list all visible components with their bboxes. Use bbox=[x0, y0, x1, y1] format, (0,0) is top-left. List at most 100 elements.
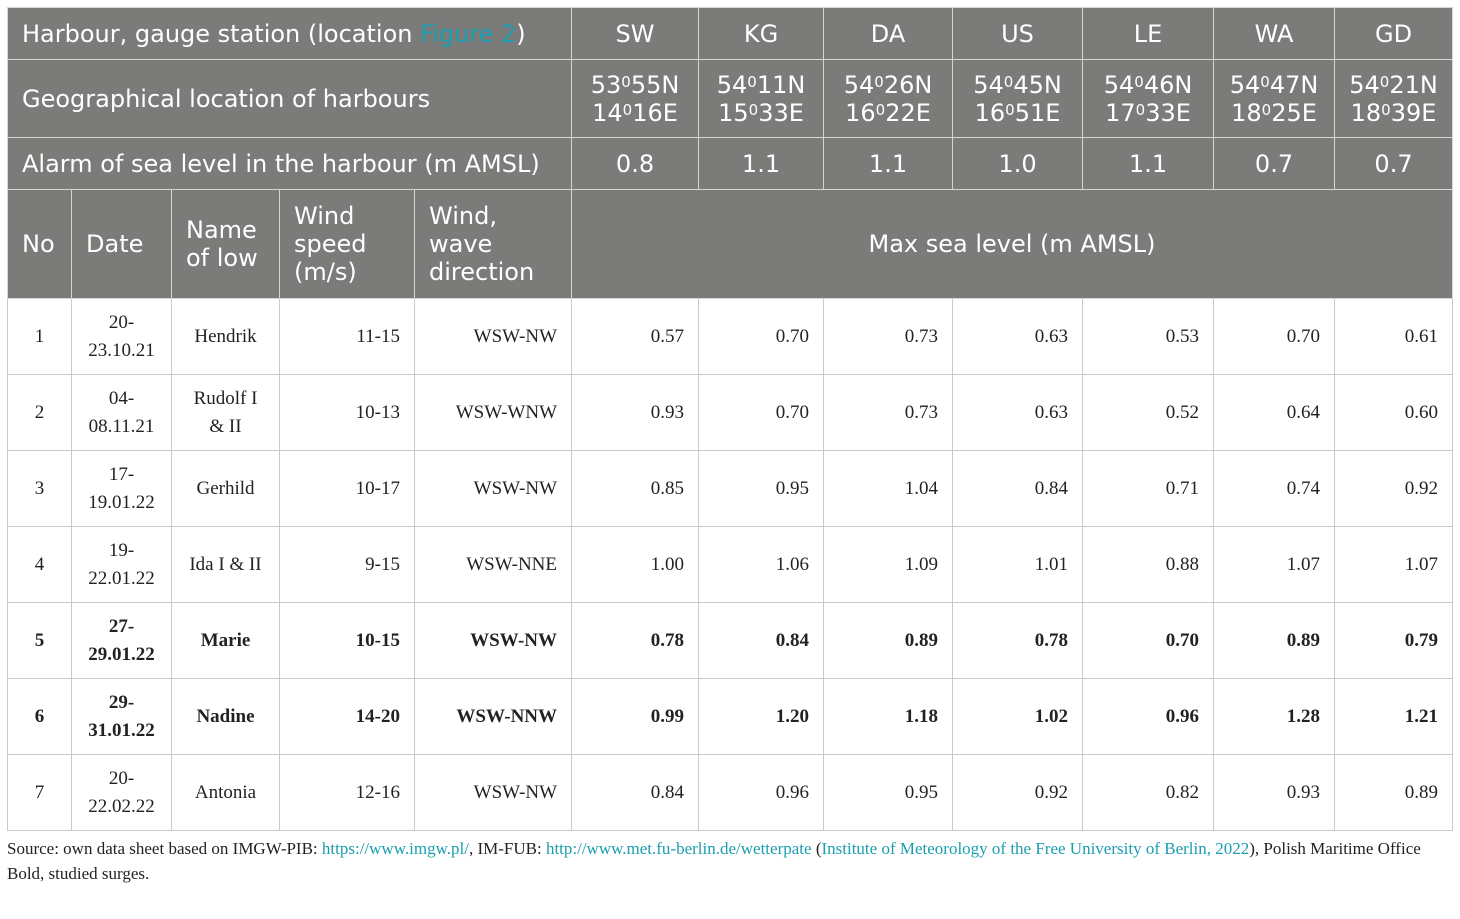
location-lat-b: 11N bbox=[756, 70, 806, 99]
station-sw: SW bbox=[571, 7, 700, 60]
degree-mark: 0 bbox=[748, 100, 759, 119]
row-level-sw: 1.00 bbox=[571, 526, 700, 603]
row-level-gd: 1.21 bbox=[1334, 678, 1454, 755]
row-wind-speed: 12-16 bbox=[279, 754, 415, 831]
degree-mark: 0 bbox=[747, 72, 757, 91]
row-level-da: 0.95 bbox=[823, 754, 954, 831]
table-row: 5 27-29.01.22 Marie 10-15 WSW-NW 0.78 0.84 0.89… bbox=[7, 602, 1454, 679]
table-row: 6 29-31.01.22 Nadine 14-20 WSW-NNW 0.99 1.20 1.… bbox=[7, 678, 1454, 755]
row-level-us: 0.63 bbox=[952, 374, 1084, 451]
row-level-sw: 0.57 bbox=[571, 298, 700, 375]
row-level-wa: 0.64 bbox=[1213, 374, 1336, 451]
location-lon-b: 22E bbox=[885, 98, 931, 127]
location-lat-a: 54 bbox=[1103, 70, 1135, 99]
location-lat-b: 47N bbox=[1269, 70, 1319, 99]
row-level-le: 0.52 bbox=[1082, 374, 1215, 451]
alarm-wa: 0.7 bbox=[1213, 137, 1336, 190]
location-lon-a: 18 bbox=[1350, 98, 1382, 127]
degree-mark: 0 bbox=[1381, 100, 1391, 119]
row-wind-speed: 9-15 bbox=[279, 526, 415, 603]
row-level-sw: 0.93 bbox=[571, 374, 700, 451]
row-level-da: 0.73 bbox=[823, 374, 954, 451]
citation-link[interactable]: Institute of Meteorology of the Free Uni… bbox=[821, 839, 1250, 858]
row-level-wa: 0.93 bbox=[1213, 754, 1336, 831]
location-lon-b: 39E bbox=[1390, 98, 1437, 127]
row-level-da: 1.09 bbox=[823, 526, 954, 603]
row-level-le: 0.53 bbox=[1082, 298, 1215, 375]
station-label-suffix: ) bbox=[516, 19, 526, 48]
location-lat-b: 26N bbox=[883, 70, 933, 99]
row-low-name: Antonia bbox=[171, 754, 280, 831]
col-date-header: Date bbox=[71, 189, 172, 299]
imgw-link[interactable]: https://www.imgw.pl/ bbox=[321, 839, 469, 858]
degree-mark: 0 bbox=[1379, 72, 1390, 91]
fub-link[interactable]: http://www.met.fu-berlin.de/wetterpate bbox=[545, 839, 812, 858]
station-da: DA bbox=[823, 7, 954, 60]
figure-link[interactable]: Figure 2 bbox=[420, 19, 517, 48]
table-header: Harbour, gauge station (location Figure … bbox=[6, 7, 1454, 299]
row-number: 5 bbox=[7, 602, 72, 679]
row-number: 3 bbox=[7, 450, 72, 527]
table-body: 1 20-23.10.21 Hendrik 11-15 WSW-NW 0.57 0.70 0.… bbox=[7, 298, 1454, 831]
location-lat-b: 55N bbox=[630, 70, 680, 99]
location-lat-a: 54 bbox=[1229, 70, 1261, 99]
col-speed-header: Wind speed (m/s) bbox=[279, 189, 415, 299]
row-wind-direction: WSW-NW bbox=[413, 298, 573, 375]
row-level-us: 0.84 bbox=[952, 450, 1084, 527]
degree-mark: 0 bbox=[875, 100, 886, 119]
source-prefix: Source: own data sheet based on IMGW-PIB… bbox=[7, 839, 322, 858]
location-kg: 54011N 15033E bbox=[698, 59, 825, 138]
location-le: 54046N 17033E bbox=[1082, 59, 1215, 138]
row-wind-direction: WSW-NNW bbox=[413, 678, 573, 755]
location-lon-a: 16 bbox=[845, 98, 876, 127]
row-level-wa: 0.70 bbox=[1213, 298, 1336, 375]
row-level-da: 1.04 bbox=[823, 450, 954, 527]
row-wind-direction: WSW-NW bbox=[413, 602, 573, 679]
row-level-kg: 1.20 bbox=[698, 678, 825, 755]
row-wind-direction: WSW-NW bbox=[413, 450, 573, 527]
row-low-name: Rudolf I & II bbox=[171, 374, 280, 451]
row-level-sw: 0.78 bbox=[571, 602, 700, 679]
row-level-us: 0.78 bbox=[952, 602, 1084, 679]
location-gd: 54021N 18039E bbox=[1334, 59, 1454, 138]
row-wind-speed: 10-17 bbox=[279, 450, 415, 527]
row-wind-speed: 10-13 bbox=[279, 374, 415, 451]
row-low-name: Ida I & II bbox=[171, 526, 280, 603]
degree-mark: 0 bbox=[621, 72, 631, 91]
col-dir-header: Wind, wave direction bbox=[413, 189, 573, 299]
degree-mark: 0 bbox=[622, 100, 633, 119]
row-wind-direction: WSW-NNE bbox=[413, 526, 573, 603]
row-low-name: Nadine bbox=[171, 678, 280, 755]
location-sw: 53055N 14016E bbox=[571, 59, 700, 138]
location-da: 54026N 16022E bbox=[823, 59, 954, 138]
row-date: 29-31.01.22 bbox=[71, 678, 172, 755]
row-level-kg: 0.70 bbox=[698, 374, 825, 451]
bold-note: Bold, studied surges. bbox=[7, 863, 150, 883]
row-level-sw: 0.85 bbox=[571, 450, 700, 527]
row-level-da: 1.18 bbox=[823, 678, 954, 755]
location-lat-a: 54 bbox=[973, 70, 1004, 99]
location-lat-a: 54 bbox=[1349, 70, 1380, 99]
station-header-label: Harbour, gauge station (location Figure … bbox=[6, 7, 573, 60]
table-container: Harbour, gauge station (location Figure … bbox=[6, 7, 1454, 886]
location-lat-b: 21N bbox=[1389, 70, 1438, 99]
location-lat-a: 54 bbox=[716, 70, 748, 99]
row-number: 4 bbox=[7, 526, 72, 603]
location-lon-b: 33E bbox=[758, 98, 804, 127]
row-number: 6 bbox=[7, 678, 72, 755]
alarm-kg: 1.1 bbox=[698, 137, 825, 190]
sea-level-table: Harbour, gauge station (location Figure … bbox=[6, 7, 1454, 831]
degree-mark: 0 bbox=[1134, 72, 1144, 91]
station-us: US bbox=[952, 7, 1084, 60]
table-row: 3 17-19.01.22 Gerhild 10-17 WSW-NW 0.85 0.95 1.… bbox=[7, 450, 1454, 527]
row-level-gd: 0.61 bbox=[1334, 298, 1454, 375]
alarm-da: 1.1 bbox=[823, 137, 954, 190]
row-wind-speed: 10-15 bbox=[279, 602, 415, 679]
row-level-gd: 1.07 bbox=[1334, 526, 1454, 603]
degree-mark: 0 bbox=[1261, 100, 1272, 119]
row-low-name: Marie bbox=[171, 602, 280, 679]
station-le: LE bbox=[1082, 7, 1215, 60]
row-level-le: 0.88 bbox=[1082, 526, 1215, 603]
row-level-us: 0.92 bbox=[952, 754, 1084, 831]
location-lon-b: 51E bbox=[1014, 98, 1061, 127]
